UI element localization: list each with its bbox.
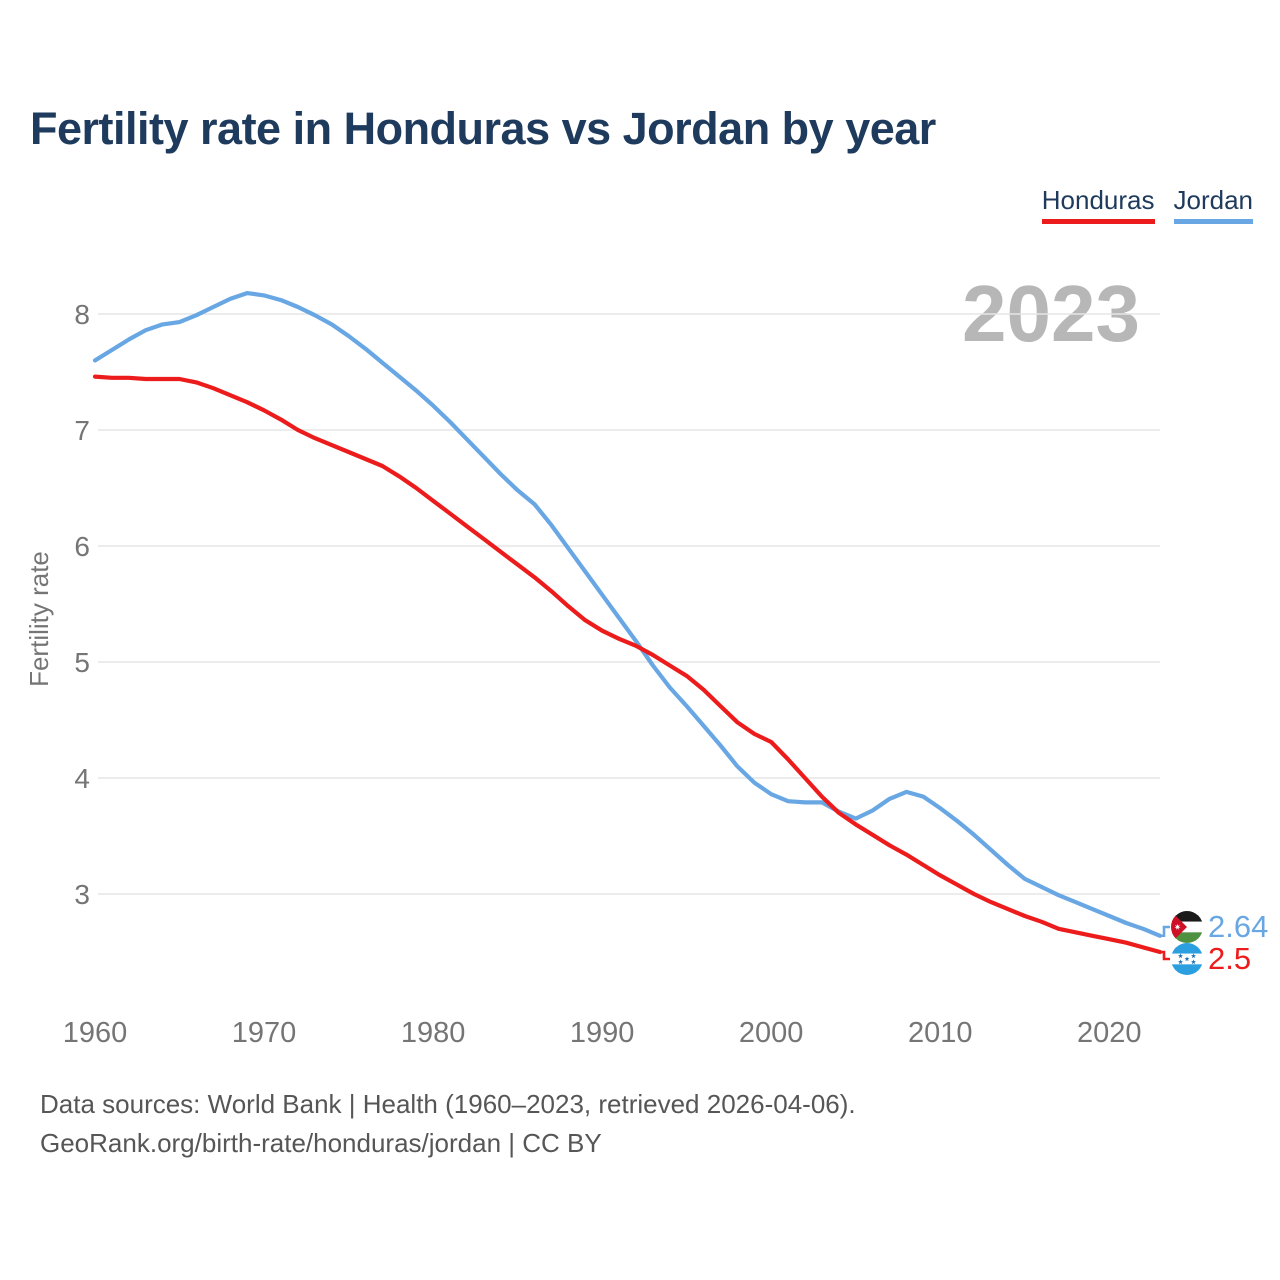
y-tick-label-4: 4 [74, 763, 90, 794]
gridlines [98, 313, 1160, 895]
y-axis-tick-labels: 8 7 6 5 4 3 [74, 299, 90, 910]
page-title: Fertility rate in Honduras vs Jordan by … [30, 103, 936, 154]
y-axis-title: Fertility rate [24, 551, 54, 687]
y-tick-label-6: 6 [74, 531, 90, 562]
legend: Honduras Jordan [1041, 186, 1253, 224]
x-tick-label-1960: 1960 [63, 1017, 128, 1049]
legend-item-honduras[interactable]: Honduras [1041, 186, 1155, 224]
jordan-flag-icon [1171, 911, 1203, 943]
legend-item-jordan[interactable]: Jordan [1173, 186, 1253, 224]
honduras-end-value: 2.5 [1208, 941, 1251, 976]
footer-attribution: GeoRank.org/birth-rate/honduras/jordan |… [40, 1128, 602, 1158]
honduras-flag-icon [1171, 943, 1203, 975]
footer: Data sources: World Bank | Health (1960–… [40, 1085, 856, 1163]
series-line-jordan[interactable] [92, 291, 1163, 938]
x-axis-tick-labels: 1960 1970 1980 1990 2000 2010 2020 [63, 1017, 1142, 1049]
jordan-end-value: 2.64 [1208, 909, 1268, 944]
jordan-leader-line [1160, 925, 1170, 938]
honduras-leader-line [1160, 950, 1170, 961]
series-lines [92, 291, 1163, 955]
y-tick-label-3: 3 [74, 879, 90, 910]
y-tick-label-5: 5 [74, 647, 90, 678]
x-tick-label-2000: 2000 [739, 1017, 804, 1049]
x-tick-label-2010: 2010 [908, 1017, 973, 1049]
x-tick-label-1990: 1990 [570, 1017, 635, 1049]
y-tick-label-8: 8 [74, 299, 90, 330]
x-tick-label-1970: 1970 [232, 1017, 297, 1049]
x-tick-label-1980: 1980 [401, 1017, 466, 1049]
y-tick-label-7: 7 [74, 415, 90, 446]
series-line-honduras[interactable] [92, 374, 1163, 955]
footer-data-sources: Data sources: World Bank | Health (1960–… [40, 1089, 856, 1119]
x-tick-label-2020: 2020 [1077, 1017, 1142, 1049]
end-value-annotations: 2.642.5 [1160, 909, 1268, 976]
